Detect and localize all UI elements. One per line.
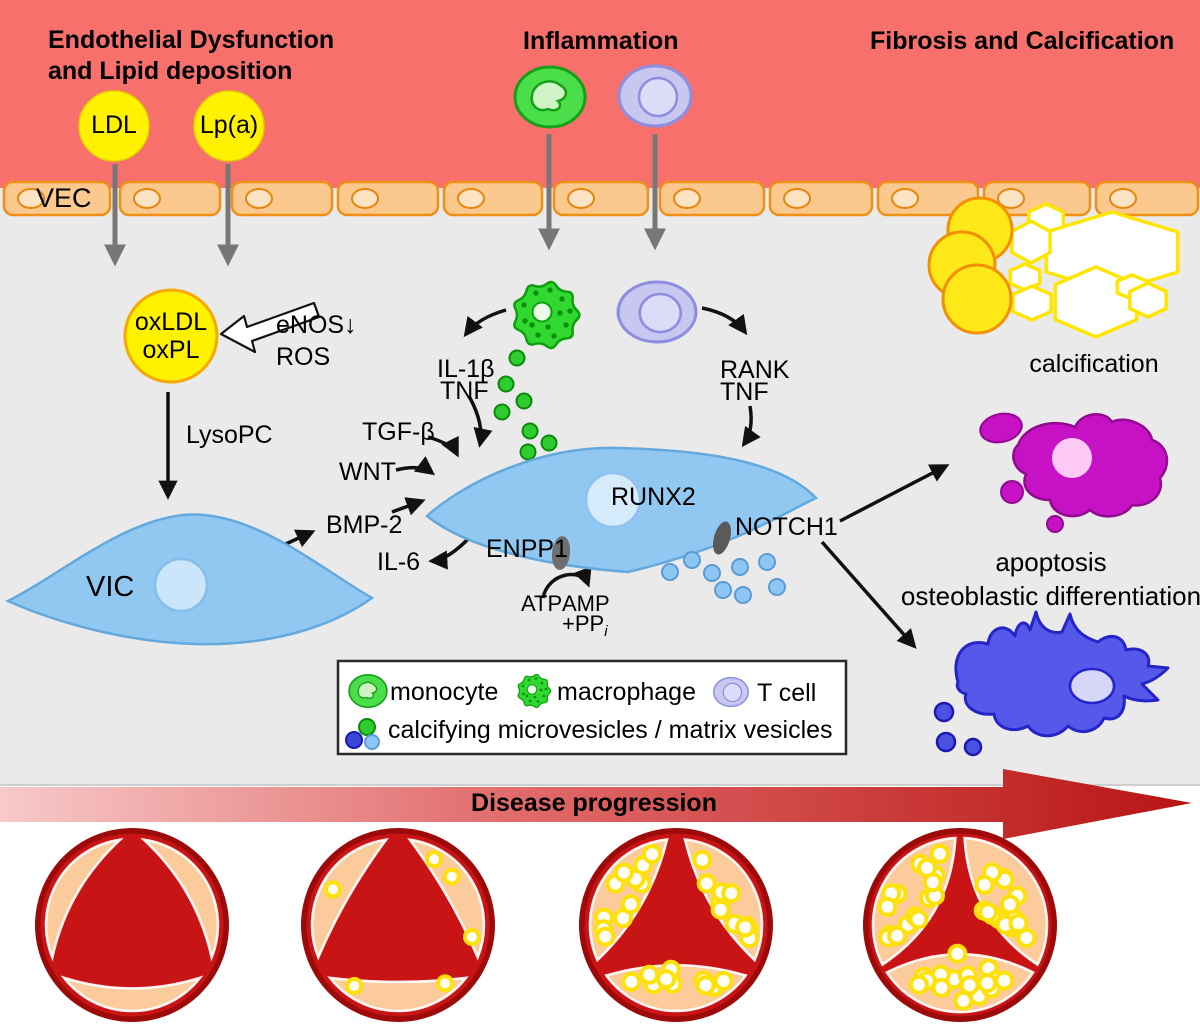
calcification-deposits bbox=[927, 196, 1180, 339]
rank-tnf-arrow bbox=[741, 405, 761, 448]
valve-stage-3 bbox=[579, 828, 773, 1022]
apoptosis-label: apoptosis bbox=[995, 547, 1107, 577]
matrix-vesicles-blue bbox=[661, 551, 786, 604]
enpp1-receptor bbox=[551, 536, 571, 570]
wnt-label: WNT bbox=[339, 458, 396, 486]
legend-tcell-label: T cell bbox=[757, 679, 817, 707]
bmp2-to-cell-arrow bbox=[391, 497, 426, 516]
legend-tcell-icon bbox=[712, 676, 750, 708]
legend-box bbox=[336, 659, 848, 756]
to-osteoblast-arrow bbox=[820, 540, 917, 649]
il6-label: IL-6 bbox=[377, 548, 421, 576]
atp-amp-arrow bbox=[541, 566, 592, 599]
oxldl-particle bbox=[123, 288, 219, 384]
activated-vic-cell bbox=[425, 446, 819, 574]
header-inflammation: Inflammation bbox=[523, 27, 679, 55]
header-endothelial-line1: Endothelial Dysfunction bbox=[48, 26, 335, 54]
legend-vesicles-label: calcifying microvesicles / matrix vesicl… bbox=[388, 716, 833, 744]
tcell-infiltrated bbox=[616, 280, 698, 344]
vec-label: VEC bbox=[36, 183, 92, 213]
oxldl-label: oxLDL oxPL bbox=[134, 308, 208, 364]
il6-arrow bbox=[428, 535, 472, 570]
header-endothelial-line2: and Lipid deposition bbox=[48, 57, 293, 85]
osteoblast-nucleus bbox=[1068, 667, 1116, 705]
runx2-label: RUNX2 bbox=[611, 483, 696, 511]
ros-label: ROS bbox=[276, 343, 331, 371]
legend-monocyte-label: monocyte bbox=[390, 678, 499, 706]
tnf-left-label: TNF bbox=[440, 377, 489, 405]
disease-progression-label: Disease progression bbox=[471, 789, 717, 817]
vic-nucleus bbox=[153, 557, 209, 613]
ldl-label: LDL bbox=[91, 111, 137, 139]
apoptotic-fragment bbox=[979, 412, 1023, 444]
lysopc-label: LysoPC bbox=[186, 421, 273, 449]
apoptotic-fragment bbox=[1000, 480, 1024, 504]
osteoblastic-differentiation-label: osteoblastic differentiation bbox=[900, 581, 1200, 611]
legend-green-vesicle-icon bbox=[358, 718, 376, 736]
oxidation-block-arrow bbox=[219, 301, 321, 354]
tcell-secretion-arrow bbox=[701, 306, 748, 336]
tgfb-label: TGF-β bbox=[362, 418, 435, 446]
amp-label: AMP bbox=[562, 591, 610, 616]
apoptotic-nucleus bbox=[1052, 438, 1092, 478]
atp-label: ATP bbox=[521, 591, 563, 616]
signaling-arrows bbox=[158, 306, 950, 649]
tgfb-arrow bbox=[427, 435, 459, 458]
osteoblast-cell bbox=[954, 610, 1170, 738]
bmp2-label: BMP-2 bbox=[326, 511, 403, 539]
il1b-label: IL-1β bbox=[437, 355, 495, 383]
vic-cell bbox=[5, 513, 375, 646]
header-fibrosis: Fibrosis and Calcification bbox=[870, 27, 1175, 55]
apoptotic-cell bbox=[979, 412, 1169, 533]
macrophage-secretion-arrow bbox=[463, 308, 507, 338]
lpa-label: Lp(a) bbox=[199, 111, 259, 139]
vic-label: VIC bbox=[86, 571, 135, 603]
apoptotic-fragment bbox=[1046, 515, 1064, 533]
legend-lightblue-vesicle-icon bbox=[364, 734, 380, 750]
valve-stage-1 bbox=[35, 828, 229, 1022]
cytokine-vesicles-green bbox=[493, 349, 558, 461]
lpa-particle bbox=[193, 90, 265, 162]
runx2-nucleus bbox=[584, 471, 642, 529]
ppi-label: +PPi bbox=[562, 611, 608, 641]
macrophage-cell bbox=[513, 280, 581, 350]
fibrosa-red-band bbox=[0, 0, 1200, 188]
vec-endothelial-layer bbox=[2, 180, 1200, 217]
osteoblast-vesicles bbox=[933, 701, 983, 757]
legend-blue-vesicle-icon bbox=[345, 731, 363, 749]
calcification-label: calcification bbox=[1029, 350, 1159, 378]
tcell-circulating bbox=[617, 64, 693, 128]
rank-label: RANK bbox=[720, 356, 790, 384]
wnt-arrow bbox=[395, 456, 436, 476]
to-apoptosis-arrow bbox=[839, 464, 950, 523]
legend-macrophage-label: macrophage bbox=[557, 678, 696, 706]
valve-stage-4 bbox=[863, 828, 1057, 1022]
tnf-right-label: TNF bbox=[720, 378, 769, 406]
enpp1-label: ENPP1 bbox=[486, 535, 568, 563]
transmigration-arrows bbox=[103, 134, 667, 267]
valve-cross-sections bbox=[35, 828, 1057, 1022]
ldl-particle bbox=[78, 90, 150, 162]
disease-progression-arrow bbox=[0, 769, 1192, 839]
notch1-label: NOTCH1 bbox=[735, 513, 838, 541]
enos-label: eNOS↓ bbox=[276, 311, 357, 339]
notch1-receptor bbox=[712, 521, 732, 555]
legend-monocyte-icon bbox=[348, 673, 388, 709]
valve-stage-2 bbox=[301, 828, 495, 1022]
monocyte-cell bbox=[513, 65, 587, 129]
il1b-tnf-arrow bbox=[468, 397, 493, 448]
